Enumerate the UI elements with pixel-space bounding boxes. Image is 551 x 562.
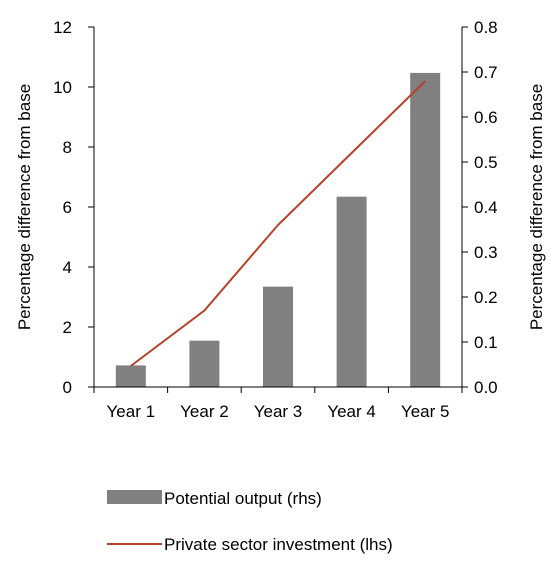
left-axis-title: Percentage difference from base [15, 84, 34, 330]
right-tick-label: 0.5 [474, 153, 498, 172]
right-tick-label: 0.4 [474, 198, 498, 217]
left-tick-label: 10 [53, 78, 72, 97]
x-tick-label: Year 1 [107, 402, 156, 421]
legend-label-private-sector-investment: Private sector investment (lhs) [164, 535, 393, 554]
right-tick-label: 0.3 [474, 243, 498, 262]
right-tick-label: 0.1 [474, 333, 498, 352]
right-tick-label: 0.2 [474, 288, 498, 307]
x-tick-label: Year 5 [401, 402, 450, 421]
x-tick-label: Year 2 [180, 402, 229, 421]
left-tick-label: 0 [63, 378, 72, 397]
legend-label-potential-output: Potential output (rhs) [164, 489, 322, 508]
bar-potential-output [115, 365, 146, 387]
right-tick-label: 0.0 [474, 378, 498, 397]
bar-potential-output [410, 72, 441, 388]
right-tick-label: 0.8 [474, 18, 498, 37]
left-tick-label: 4 [63, 258, 72, 277]
left-tick-label: 8 [63, 138, 72, 157]
bar-potential-output [263, 286, 293, 387]
x-tick-label: Year 3 [254, 402, 303, 421]
left-tick-label: 12 [53, 18, 72, 37]
right-axis-title: Percentage difference from base [527, 84, 546, 330]
line-private-sector-investment [130, 80, 426, 367]
bar-potential-output [189, 340, 220, 387]
right-tick-label: 0.7 [474, 63, 498, 82]
right-tick-label: 0.6 [474, 108, 498, 127]
legend-swatch-potential-output [107, 490, 162, 504]
left-tick-label: 6 [63, 198, 72, 217]
x-tick-label: Year 4 [327, 402, 376, 421]
bar-potential-output [336, 196, 367, 387]
left-tick-label: 2 [63, 318, 72, 337]
